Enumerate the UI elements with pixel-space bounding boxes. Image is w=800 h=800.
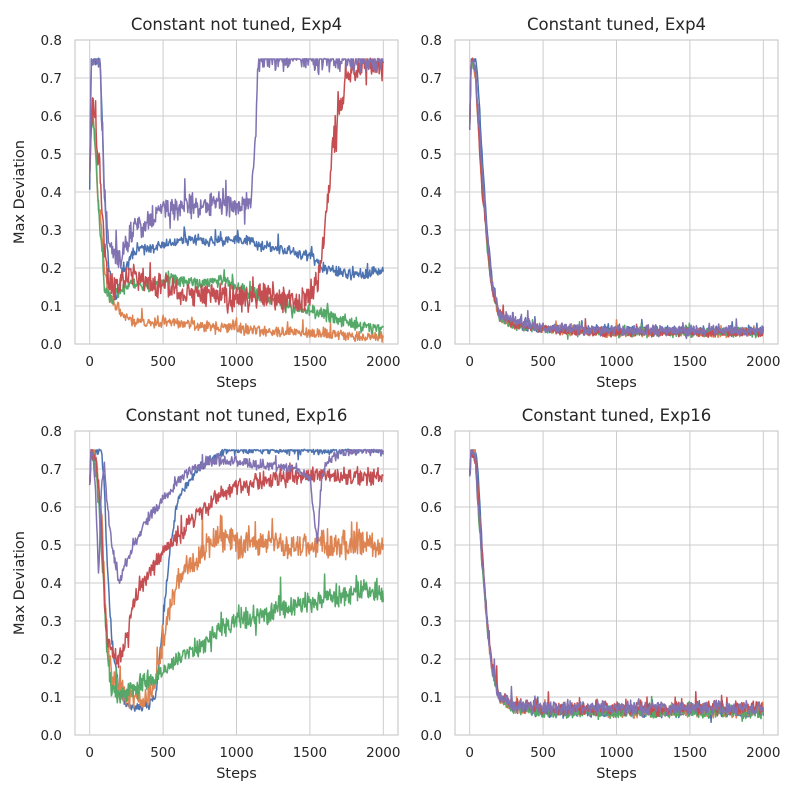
x-axis-label: Steps xyxy=(216,766,257,782)
series-line-5 xyxy=(468,60,765,340)
series-group xyxy=(88,448,385,712)
y-tick-label: 0.3 xyxy=(421,223,442,239)
x-axis-label: Steps xyxy=(216,375,257,391)
x-tick-label: 1500 xyxy=(673,745,707,761)
y-axis-label: Max Deviation xyxy=(12,140,28,244)
subplot-3: 0 500 1000 1500 2000 0.0 0.1 0.2 0.3 0.4 0.5 0.6 0.7… xyxy=(12,406,400,782)
x-tick-label: 1000 xyxy=(599,354,633,370)
subplot-2: 0 500 1000 1500 2000 0.0 0.1 0.2 0.3 0.4 0.5 0.6 0.7… xyxy=(421,15,781,391)
series-group xyxy=(468,448,765,724)
y-tick-label: 0.0 xyxy=(41,337,62,353)
y-tick-label: 0.5 xyxy=(421,147,442,163)
y-tick-label: 0.2 xyxy=(41,652,62,668)
y-tick-label: 0.1 xyxy=(421,299,442,315)
y-tick-label: 0.5 xyxy=(421,538,442,554)
y-tick-label: 0.2 xyxy=(421,261,442,277)
x-tick-label: 1000 xyxy=(599,745,633,761)
chart-title: Constant tuned, Exp4 xyxy=(527,15,706,34)
x-tick-label: 500 xyxy=(530,354,556,370)
y-tick-label: 0.8 xyxy=(41,424,62,440)
x-tick-label: 0 xyxy=(85,745,94,761)
x-axis-label: Steps xyxy=(596,766,637,782)
y-tick-label: 0.1 xyxy=(41,299,62,315)
series-group xyxy=(468,57,765,340)
chart-title: Constant not tuned, Exp16 xyxy=(126,406,348,425)
y-tick-label: 0.8 xyxy=(421,33,442,49)
y-tick-label: 0.8 xyxy=(41,33,62,49)
y-tick-label: 0.4 xyxy=(41,185,62,201)
x-tick-label: 0 xyxy=(465,745,474,761)
series-line-3 xyxy=(88,449,385,704)
plot-frame xyxy=(74,39,399,345)
x-tick-label: 500 xyxy=(150,745,176,761)
series-line-2 xyxy=(88,449,385,709)
y-tick-label: 0.0 xyxy=(421,728,442,744)
y-tick-label: 0.1 xyxy=(421,690,442,706)
series-line-2 xyxy=(88,106,385,343)
series-line-4 xyxy=(88,57,385,314)
x-axis-label: Steps xyxy=(596,375,637,391)
y-tick-label: 0.0 xyxy=(41,728,62,744)
x-tick-label: 2000 xyxy=(366,745,400,761)
y-tick-label: 0.2 xyxy=(41,261,62,277)
y-tick-label: 0.5 xyxy=(41,538,62,554)
y-tick-label: 0.3 xyxy=(41,223,62,239)
y-tick-label: 0.6 xyxy=(41,109,62,125)
series-line-5 xyxy=(88,57,384,269)
plot-frame xyxy=(454,430,779,736)
y-axis-label: Max Deviation xyxy=(12,531,28,635)
x-tick-label: 500 xyxy=(150,354,176,370)
subplot-1: 0 500 1000 1500 2000 0.0 0.1 0.2 0.3 0.4 0.5 0.6 0.7… xyxy=(12,15,400,391)
y-tick-label: 0.4 xyxy=(41,576,62,592)
x-tick-label: 1500 xyxy=(673,354,707,370)
y-tick-label: 0.7 xyxy=(421,462,442,478)
x-tick-label: 1500 xyxy=(293,745,327,761)
subplot-4: 0 500 1000 1500 2000 0.0 0.1 0.2 0.3 0.4 0.5 0.6 0.7… xyxy=(421,406,781,782)
series-line-5 xyxy=(468,449,765,718)
y-tick-label: 0.8 xyxy=(421,424,442,440)
y-tick-label: 0.4 xyxy=(421,185,442,201)
y-tick-label: 0.6 xyxy=(41,500,62,516)
x-tick-label: 1000 xyxy=(219,745,253,761)
y-tick-label: 0.4 xyxy=(421,576,442,592)
x-tick-label: 1000 xyxy=(219,354,253,370)
y-tick-label: 0.7 xyxy=(41,462,62,478)
x-tick-label: 500 xyxy=(530,745,556,761)
x-tick-label: 2000 xyxy=(746,354,780,370)
y-tick-label: 0.1 xyxy=(41,690,62,706)
chart-title: Constant not tuned, Exp4 xyxy=(131,15,342,34)
chart-title: Constant tuned, Exp16 xyxy=(522,406,712,425)
y-tick-label: 0.3 xyxy=(41,614,62,630)
x-tick-label: 0 xyxy=(85,354,94,370)
series-line-1 xyxy=(88,57,385,300)
x-tick-label: 2000 xyxy=(746,745,780,761)
x-tick-label: 0 xyxy=(465,354,474,370)
y-tick-label: 0.6 xyxy=(421,500,442,516)
x-tick-label: 2000 xyxy=(366,354,400,370)
y-tick-label: 0.0 xyxy=(421,337,442,353)
plot-frame xyxy=(454,39,779,345)
y-tick-label: 0.7 xyxy=(421,71,442,87)
y-tick-label: 0.7 xyxy=(41,71,62,87)
y-tick-label: 0.2 xyxy=(421,652,442,668)
series-group xyxy=(88,57,385,343)
y-tick-label: 0.3 xyxy=(421,614,442,630)
plot-frame xyxy=(74,430,399,736)
series-line-4 xyxy=(88,449,384,669)
y-tick-label: 0.6 xyxy=(421,109,442,125)
y-tick-label: 0.5 xyxy=(41,147,62,163)
series-line-1 xyxy=(88,448,385,712)
x-tick-label: 1500 xyxy=(293,354,327,370)
series-line-5 xyxy=(88,448,385,585)
